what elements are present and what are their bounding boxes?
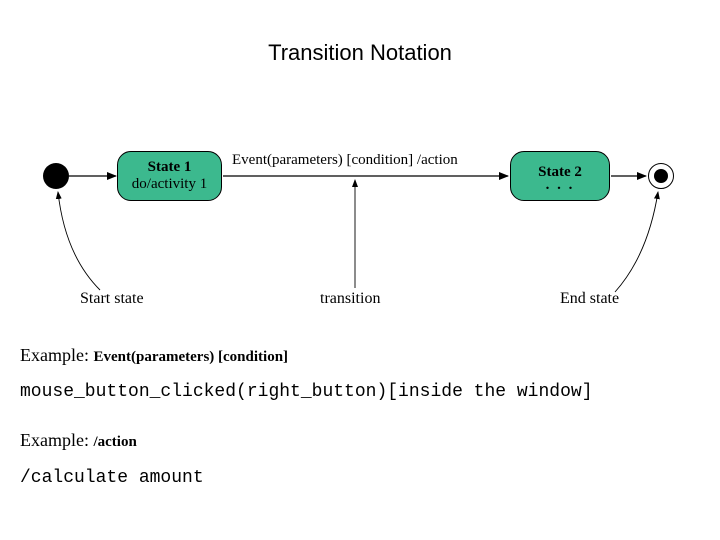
pointer-to-end (615, 192, 658, 292)
pointer-to-start (58, 192, 100, 290)
end-state-ring (648, 163, 674, 189)
page-title: Transition Notation (0, 40, 720, 66)
example-2-prefix: Example: (20, 430, 93, 450)
end-state-dot (654, 169, 668, 183)
label-transition: transition (320, 290, 380, 308)
example-1-bold: Event(parameters) [condition] (93, 349, 288, 365)
diagram-arrows (0, 0, 720, 540)
state-2-box: State 2 . . . (510, 151, 610, 201)
example-2-bold: /action (93, 434, 136, 450)
state-2-ellipsis: . . . (546, 181, 575, 189)
example-2-code: /calculate amount (20, 468, 204, 488)
transition-label: Event(parameters) [condition] /action (232, 152, 458, 169)
label-end-state: End state (560, 290, 619, 308)
example-2: Example: /action (20, 430, 137, 451)
state-1-box: State 1 do/activity 1 (117, 151, 222, 201)
example-1-prefix: Example: (20, 345, 93, 365)
state-1-title: State 1 (148, 159, 192, 176)
start-state-dot (43, 163, 69, 189)
example-1: Example: Event(parameters) [condition] (20, 345, 288, 366)
label-start-state: Start state (80, 290, 144, 308)
example-1-code: mouse_button_clicked(right_button)[insid… (20, 382, 593, 402)
state-1-activity: do/activity 1 (132, 176, 207, 193)
